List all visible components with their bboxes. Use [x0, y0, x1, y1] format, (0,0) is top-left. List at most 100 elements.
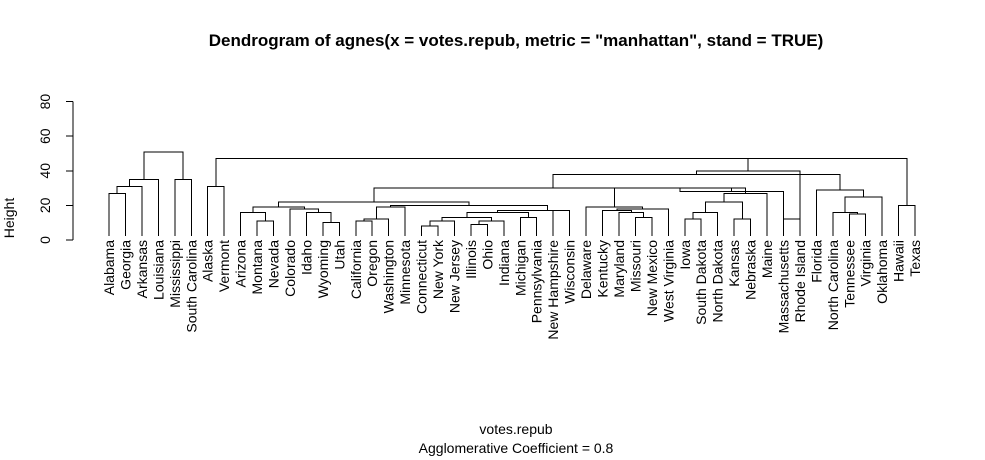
merge-link	[634, 217, 653, 236]
leaf-label: New Mexico	[644, 240, 660, 316]
leaf-labels: Alabama Georgia Arkansas Louisiana Mississip…	[101, 239, 923, 340]
leaf-label: Colorado	[282, 240, 298, 297]
merge-link	[108, 192, 126, 236]
leaf-label: Alabama	[101, 240, 117, 295]
merge-link	[252, 206, 305, 213]
merge-link	[747, 158, 908, 206]
leaf-label: Michigan	[512, 240, 528, 296]
leaf-label: Louisiana	[150, 240, 166, 300]
merge-link	[421, 225, 439, 236]
leaf-label: Missouri	[627, 240, 643, 292]
merge-link	[848, 213, 867, 236]
leaf-label: Hawaii	[891, 240, 907, 282]
merge-link	[478, 220, 505, 236]
merge-link	[375, 206, 406, 236]
leaf-label: Tennessee	[841, 240, 857, 308]
leaf-label: North Dakota	[710, 240, 726, 323]
merge-link	[373, 187, 733, 202]
merge-link	[116, 185, 143, 236]
leaf-label: Rhode Island	[792, 240, 808, 323]
leaf-label: Pennsylvania	[529, 240, 545, 323]
leaf-label: Maine	[759, 240, 775, 278]
merge-link	[215, 158, 828, 187]
leaf-label: Nebraska	[743, 240, 759, 300]
y-tick-label: 0	[37, 236, 53, 244]
merge-link	[733, 218, 752, 236]
merge-link	[278, 201, 470, 208]
x-axis-title: votes.repub	[479, 421, 552, 437]
leaf-label: Oregon	[364, 240, 380, 287]
leaf-label: Wyoming	[315, 240, 331, 298]
merge-link	[844, 196, 883, 236]
leaf-label: Indiana	[496, 240, 512, 286]
merge-link	[497, 210, 554, 236]
y-axis-title: Height	[1, 198, 17, 239]
leaf-label: Virginia	[858, 240, 874, 287]
merge-link	[525, 210, 571, 236]
leaf-label: South Dakota	[693, 240, 709, 325]
leaf-label: New Hampshire	[545, 240, 561, 340]
merge-link	[129, 178, 159, 236]
leaf-label: Nevada	[266, 240, 282, 288]
merge-link	[363, 218, 390, 236]
leaf-label: New Jersey	[446, 240, 462, 313]
leaf-label: Montana	[249, 240, 265, 295]
merge-link	[704, 201, 743, 220]
leaf-label: Iowa	[677, 240, 693, 270]
merge-link	[441, 217, 492, 221]
merge-link	[207, 185, 225, 236]
leaf-label: Utah	[331, 240, 347, 270]
leaf-label: Idaho	[298, 240, 314, 275]
merge-link	[832, 211, 858, 236]
merge-link	[390, 204, 548, 211]
y-tick-label: 80	[37, 94, 53, 110]
merge-link	[305, 211, 332, 236]
leaf-label: West Virginia	[660, 240, 676, 322]
leaf-label: Kansas	[726, 240, 742, 287]
merge-link	[470, 223, 488, 236]
merge-link	[602, 210, 632, 236]
leaf-label: Maryland	[611, 240, 627, 298]
leaf-label: Washington	[381, 240, 397, 313]
merge-link	[466, 211, 529, 218]
leaf-label: Texas	[907, 240, 923, 277]
leaf-label: Vermont	[216, 240, 232, 292]
leaf-label: North Carolina	[825, 240, 841, 330]
merge-link	[355, 220, 373, 236]
merge-link	[429, 220, 455, 236]
leaf-label: Delaware	[578, 240, 594, 299]
merge-link	[552, 173, 841, 190]
dendrogram-tree	[108, 151, 916, 236]
merge-link	[256, 220, 274, 236]
leaf-label: Ohio	[479, 240, 495, 270]
merge-link	[616, 208, 669, 236]
leaf-label: New York	[430, 239, 446, 299]
merge-link	[684, 218, 702, 236]
y-tick-label: 20	[37, 197, 53, 213]
merge-link	[723, 192, 768, 236]
leaf-label: Illinois	[463, 240, 479, 279]
leaf-label: Arkansas	[134, 240, 150, 298]
y-tick-label: 40	[37, 163, 53, 179]
leaf-label: Connecticut	[414, 240, 430, 314]
leaf-label: Oklahoma	[874, 240, 890, 304]
leaf-label: Mississippi	[167, 240, 183, 308]
leaf-label: Arizona	[233, 240, 249, 288]
merge-link	[898, 204, 916, 236]
chart-title: Dendrogram of agnes(x = votes.repub, met…	[209, 31, 824, 50]
merge-link	[240, 211, 266, 236]
leaf-label: South Carolina	[183, 240, 199, 333]
leaf-label: Alaska	[200, 240, 216, 282]
merge-link	[585, 206, 644, 236]
merge-link	[143, 151, 184, 180]
merge-link	[519, 217, 538, 236]
y-tick-label: 60	[37, 128, 53, 144]
leaf-label: Kentucky	[595, 240, 611, 298]
merge-link	[322, 222, 340, 236]
leaf-label: Minnesota	[397, 240, 413, 305]
merge-link	[618, 211, 645, 236]
merge-link	[289, 208, 320, 236]
leaf-label: California	[348, 240, 364, 299]
agglomerative-coefficient: Agglomerative Coefficient = 0.8	[419, 440, 614, 456]
